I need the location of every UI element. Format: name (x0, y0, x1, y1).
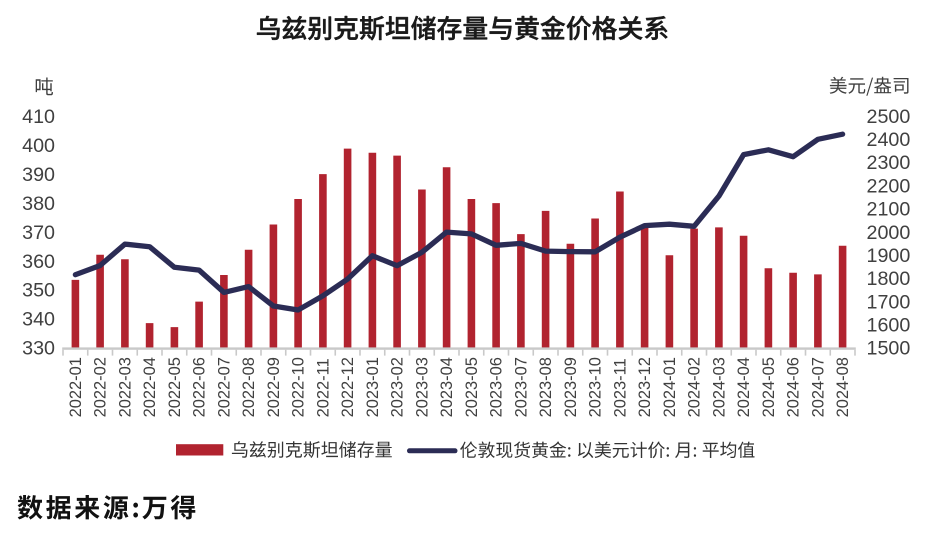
svg-text:410: 410 (22, 106, 55, 128)
svg-text:2022-10: 2022-10 (290, 357, 308, 417)
svg-text:2024-08: 2024-08 (834, 357, 852, 417)
svg-text:2023-06: 2023-06 (488, 357, 506, 417)
svg-text:2023-04: 2023-04 (438, 357, 456, 417)
svg-text:2300: 2300 (867, 152, 911, 174)
svg-text:2022-08: 2022-08 (240, 357, 258, 417)
svg-text:370: 370 (22, 222, 55, 244)
svg-text:2022-01: 2022-01 (67, 357, 85, 417)
svg-text:2023-08: 2023-08 (537, 357, 555, 417)
svg-text:2023-09: 2023-09 (562, 357, 580, 417)
svg-text:1500: 1500 (867, 338, 911, 360)
svg-text:360: 360 (22, 251, 55, 273)
svg-text:340: 340 (22, 309, 55, 331)
svg-text:2024-03: 2024-03 (711, 357, 729, 417)
svg-text:1600: 1600 (867, 315, 911, 337)
svg-text:400: 400 (22, 135, 55, 157)
svg-text:2024-06: 2024-06 (785, 357, 803, 417)
svg-text:2022-07: 2022-07 (216, 357, 234, 417)
svg-text:2024-02: 2024-02 (686, 357, 704, 417)
svg-text:2022-02: 2022-02 (92, 357, 110, 417)
svg-text:2023-11: 2023-11 (612, 358, 630, 417)
svg-text:2022-12: 2022-12 (339, 357, 357, 417)
svg-text:2023-01: 2023-01 (364, 357, 382, 417)
svg-text:330: 330 (22, 338, 55, 360)
svg-text:2023-10: 2023-10 (587, 357, 605, 417)
svg-text:2022-03: 2022-03 (117, 357, 135, 417)
svg-text:2023-05: 2023-05 (463, 357, 481, 417)
svg-text:2024-01: 2024-01 (661, 357, 679, 417)
svg-text:2022-04: 2022-04 (141, 357, 159, 417)
svg-text:350: 350 (22, 280, 55, 302)
svg-text:2000: 2000 (867, 222, 911, 244)
svg-text:2200: 2200 (867, 175, 911, 197)
svg-text:380: 380 (22, 193, 55, 215)
svg-text:2023-02: 2023-02 (389, 357, 407, 417)
svg-text:2022-11: 2022-11 (315, 358, 333, 417)
svg-text:2023-12: 2023-12 (636, 357, 654, 417)
svg-text:2023-07: 2023-07 (513, 357, 531, 417)
svg-text:2022-05: 2022-05 (166, 357, 184, 417)
svg-text:2500: 2500 (867, 106, 911, 128)
svg-text:2400: 2400 (867, 129, 911, 151)
svg-text:2024-05: 2024-05 (760, 357, 778, 417)
svg-text:390: 390 (22, 164, 55, 186)
svg-text:2024-04: 2024-04 (735, 357, 753, 417)
svg-text:1700: 1700 (867, 291, 911, 313)
svg-text:2022-09: 2022-09 (265, 357, 283, 417)
svg-text:2023-03: 2023-03 (414, 357, 432, 417)
svg-text:1800: 1800 (867, 268, 911, 290)
svg-text:2100: 2100 (867, 199, 911, 221)
svg-text:2024-07: 2024-07 (810, 357, 828, 417)
svg-text:2022-06: 2022-06 (191, 357, 209, 417)
svg-text:1900: 1900 (867, 245, 911, 267)
